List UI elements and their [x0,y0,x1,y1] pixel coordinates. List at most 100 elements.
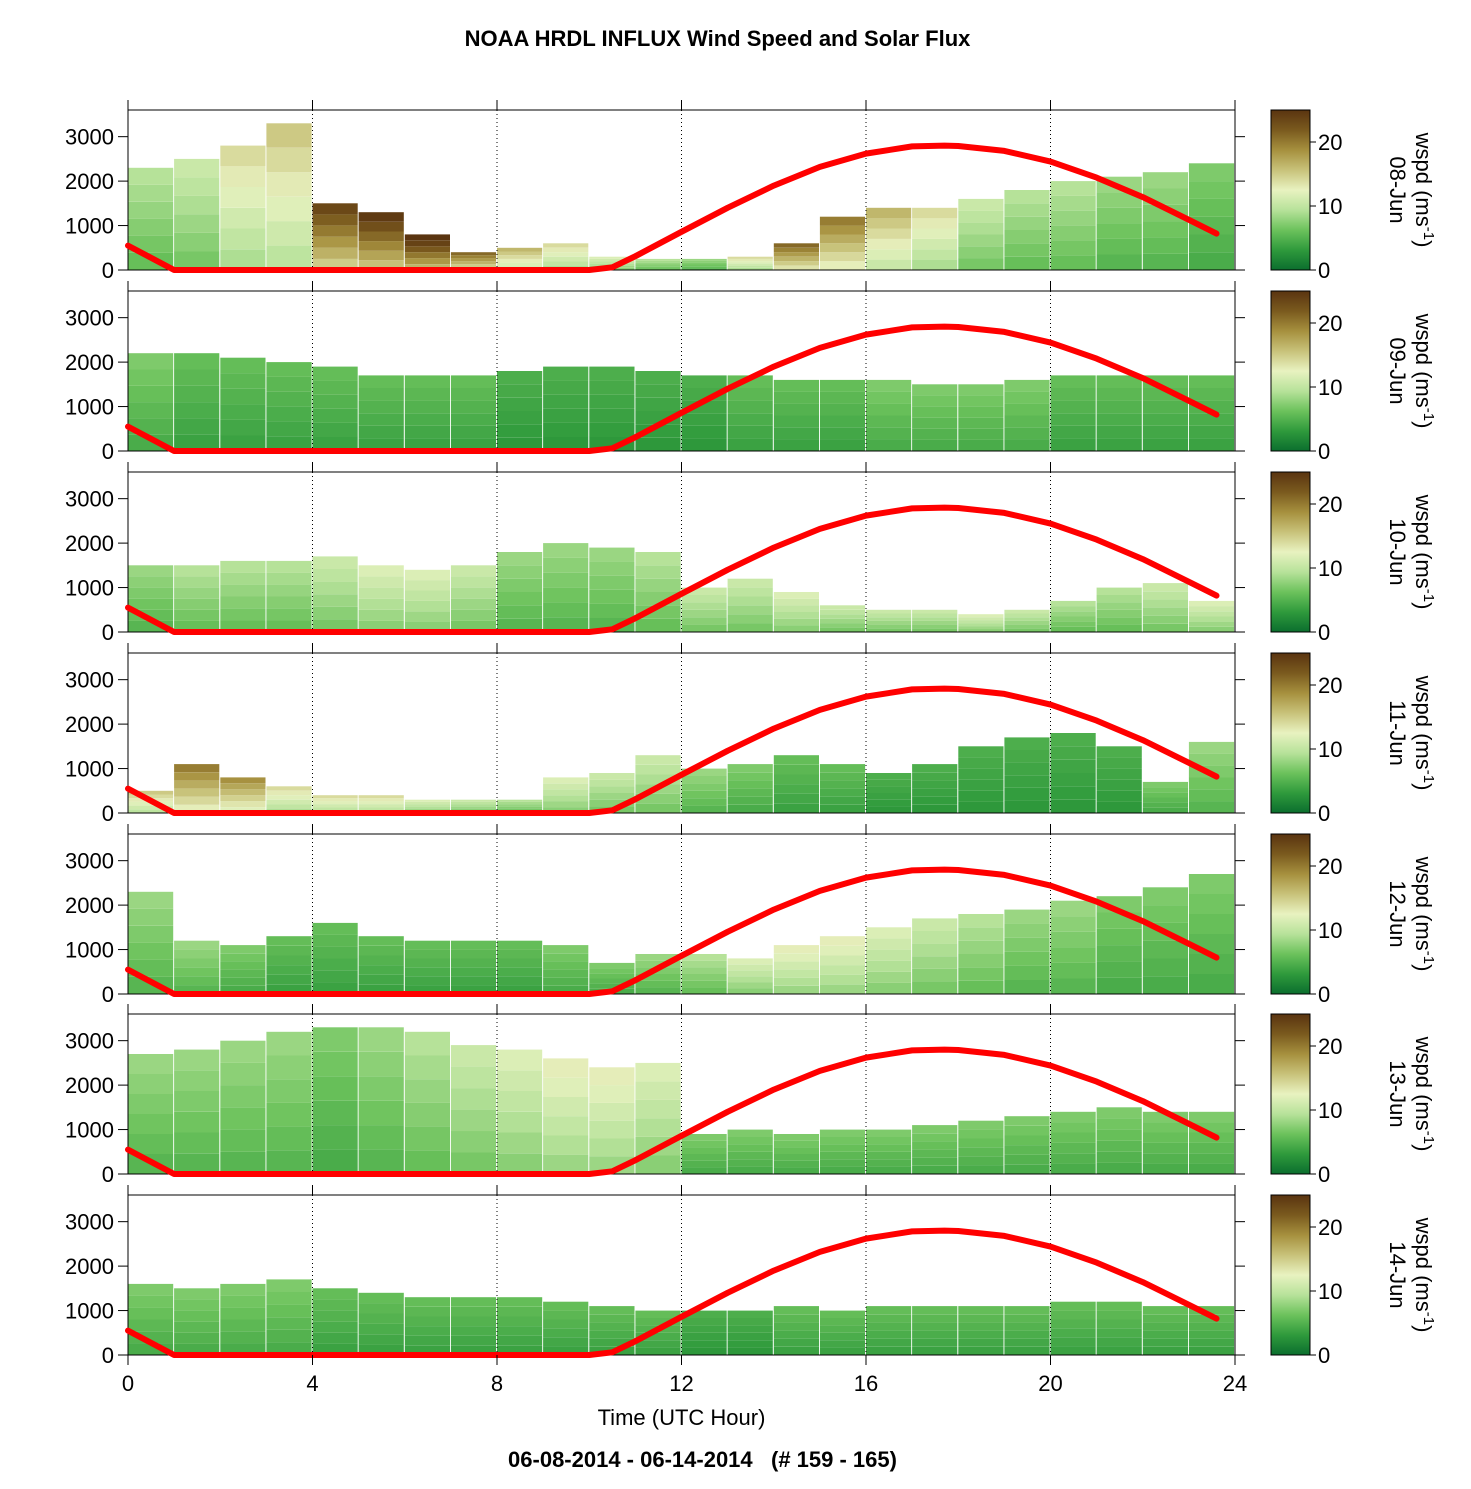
heatmap-cell [543,380,589,395]
heatmap-cell [358,375,404,388]
heatmap-cell [543,602,589,618]
heatmap-cell [727,804,773,813]
heatmap-cell [681,587,727,595]
heatmap-cell [635,264,681,267]
heatmap-cell [773,764,819,775]
heatmap-cell [220,228,266,250]
heatmap-cell [1004,415,1050,428]
heatmap-cell [543,1319,589,1329]
heatmap-cell [450,598,497,610]
heatmap-cell [589,366,635,381]
heatmap-cell [266,572,312,585]
heatmap-cell [866,207,912,219]
heatmap-cell [635,397,681,411]
heatmap-cell [727,982,773,988]
heatmap-cell [635,262,681,265]
heatmap-cell [128,891,174,909]
heatmap-cell [773,1322,819,1331]
heatmap-cell [128,794,174,799]
heatmap-cell [1050,1132,1096,1143]
heatmap-cell [912,1133,958,1142]
heatmap-cell [1096,425,1142,439]
heatmap-cell [866,249,912,260]
heatmap-cell [589,1156,635,1174]
heatmap-cell [1096,609,1142,618]
heatmap-cell [958,746,1004,758]
heatmap-cell [1004,1145,1050,1155]
colorbar-tick-label: 10 [1318,918,1342,943]
heatmap-cell [1142,797,1188,803]
heatmap-cell [543,1328,589,1338]
heatmap-cell [1188,914,1235,934]
heatmap-cell [1096,595,1142,603]
heatmap-cell [773,945,819,954]
heatmap-cell [220,373,266,389]
heatmap-cell [958,914,1004,928]
heatmap-cell [1004,750,1050,763]
heatmap-cell [358,212,404,222]
heatmap-cell [358,400,404,414]
heatmap-cell [1050,611,1096,617]
heatmap-cell [312,1321,358,1333]
heatmap-cell [635,987,681,994]
heatmap-cell [1050,1163,1096,1174]
heatmap-cell [404,234,450,241]
heatmap-cell [681,425,727,439]
panel-date-label: 11-Jun [1385,700,1410,766]
heatmap-cell [635,980,681,988]
heatmap-cell [450,576,497,588]
heatmap-cell [1142,221,1188,238]
heatmap-cell [174,1332,220,1344]
heatmap-cell [497,371,543,385]
heatmap-cell [912,613,958,618]
heatmap-cell [1004,923,1050,938]
colorbar-label: wspd (ms-1) [1411,1217,1437,1333]
heatmap-cell [1142,807,1188,813]
heatmap-cell [727,1347,773,1355]
heatmap-cell [404,400,450,414]
heatmap-cell [1004,403,1050,416]
colorbar [1270,290,1311,452]
y-tick-label: 0 [102,620,114,645]
heatmap-cell [128,402,174,419]
heatmap-cell [266,584,312,597]
heatmap-cell [773,618,819,626]
heatmap-cell [958,417,1004,429]
heatmap-cell [681,783,727,791]
heatmap-cell [589,983,635,989]
heatmap-cell [128,1331,174,1344]
heatmap-cell [681,1347,727,1355]
heatmap-cell [358,1303,404,1314]
heatmap-cell [312,619,358,632]
heatmap-cell [312,982,358,994]
heatmap-cell [543,1135,589,1155]
heatmap-cell [1188,413,1235,426]
heatmap-cell [497,1335,543,1346]
heatmap-cell [1188,234,1235,253]
heatmap-cell [1004,979,1050,994]
heatmap-cell [727,623,773,632]
panel-date-label: 12-Jun [1385,880,1410,947]
heatmap-cell [1188,425,1235,439]
heatmap-cell [866,415,912,428]
heatmap-cell [958,1322,1004,1331]
heatmap-cell [635,565,681,579]
heatmap-cell [589,1102,635,1121]
heatmap-cell [1050,799,1096,813]
heatmap-cell [866,1159,912,1167]
heatmap-cell [773,1140,819,1148]
heatmap-cell [727,587,773,597]
heatmap-cell [543,587,589,603]
heatmap-cell [1004,1116,1050,1126]
heatmap-cell [727,1159,773,1167]
heatmap-cell [497,1297,543,1307]
heatmap-cell [1142,253,1188,270]
heatmap-cell [543,985,589,994]
heatmap-cell [404,1150,450,1174]
heatmap-cell [450,258,497,262]
heatmap-cell [266,1329,312,1343]
heatmap-cell [958,927,1004,941]
date-range-subtitle: 06-08-2014 - 06-14-2014 (# 159 - 165) [508,1447,897,1472]
heatmap-cell [1142,1153,1188,1164]
heatmap-cell [1096,1162,1142,1174]
